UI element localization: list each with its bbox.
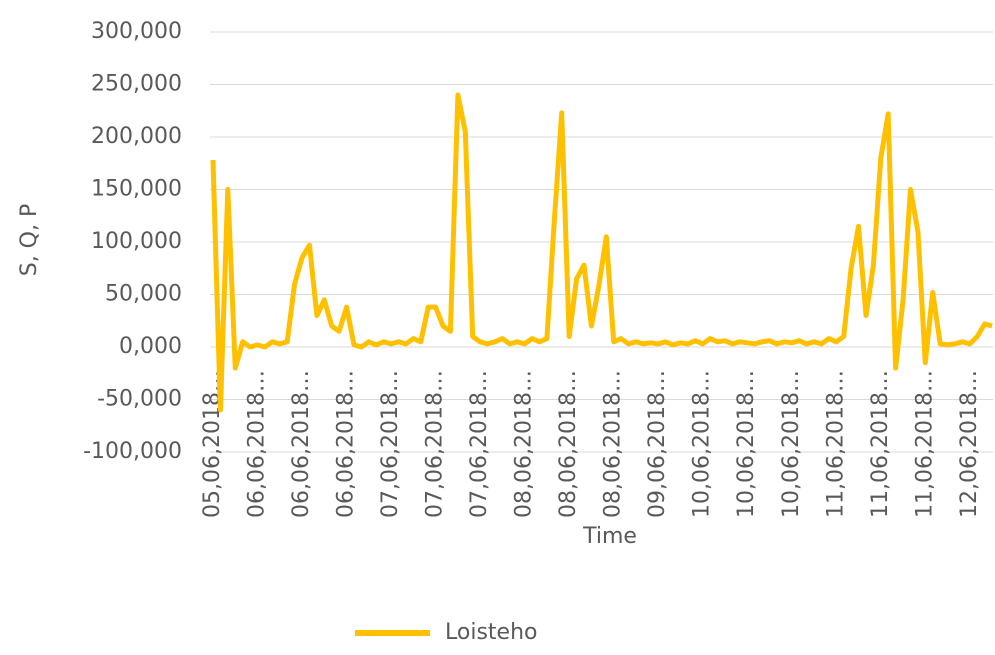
y-tick-label: 200,000 — [91, 124, 182, 149]
x-axis-title: Time — [582, 524, 637, 549]
x-tick-label: 08,06,2018… — [512, 370, 537, 518]
y-tick-label: 300,000 — [91, 19, 182, 44]
x-tick-label: 07,06,2018… — [378, 370, 403, 518]
x-tick-label: 06,06,2018… — [289, 370, 314, 518]
x-tick-label: 10,06,2018… — [734, 370, 759, 518]
y-tick-label: 0,000 — [119, 334, 182, 359]
x-tick-label: 07,06,2018… — [423, 370, 448, 518]
x-tick-label: 06,06,2018… — [245, 370, 270, 518]
y-tick-label: -50,000 — [97, 387, 182, 412]
y-tick-label: 150,000 — [91, 177, 182, 202]
y-axis-title: S, Q, P — [17, 204, 42, 277]
x-tick-label: 07,06,2018… — [467, 370, 492, 518]
y-tick-label: -100,000 — [83, 439, 182, 464]
x-tick-label: 10,06,2018… — [690, 370, 715, 518]
x-tick-label: 08,06,2018… — [601, 370, 626, 518]
y-tick-label: 50,000 — [105, 282, 182, 307]
x-tick-label: 11,06,2018… — [868, 370, 893, 518]
series-line — [210, 92, 993, 413]
x-tick-label: 12,06,2018… — [957, 370, 982, 518]
y-tick-label: 250,000 — [91, 72, 182, 97]
y-tick-label: 100,000 — [91, 229, 182, 254]
x-tick-label: 09,06,2018… — [645, 370, 670, 518]
x-tick-label: 06,06,2018… — [334, 370, 359, 518]
x-tick-label: 11,06,2018… — [912, 370, 937, 518]
x-tick-label: 10,06,2018… — [779, 370, 804, 518]
x-tick-label: 08,06,2018… — [556, 370, 581, 518]
legend-label: Loisteho — [445, 620, 537, 645]
x-tick-label: 11,06,2018… — [823, 370, 848, 518]
